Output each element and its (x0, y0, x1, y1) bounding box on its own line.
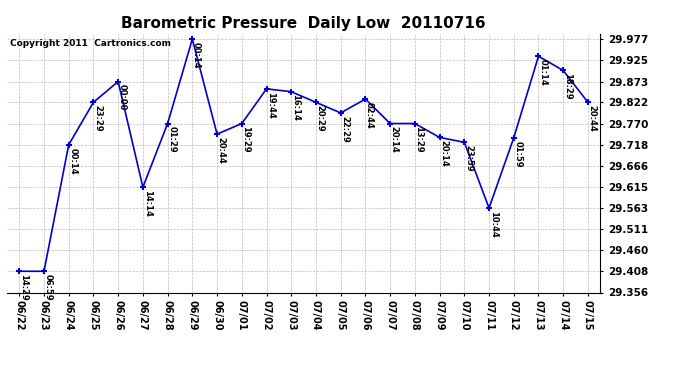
Text: 23:29: 23:29 (93, 105, 102, 132)
Text: 14:29: 14:29 (19, 274, 28, 301)
Text: 20:29: 20:29 (315, 105, 324, 132)
Text: 00:14: 00:14 (68, 147, 77, 174)
Text: 00:00: 00:00 (118, 84, 127, 111)
Text: 00:14: 00:14 (192, 42, 201, 69)
Text: 19:29: 19:29 (241, 126, 250, 153)
Text: 19:44: 19:44 (266, 92, 275, 118)
Text: 20:14: 20:14 (390, 126, 399, 153)
Text: 10:44: 10:44 (489, 211, 497, 237)
Text: 20:44: 20:44 (588, 105, 597, 132)
Title: Barometric Pressure  Daily Low  20110716: Barometric Pressure Daily Low 20110716 (121, 16, 486, 31)
Text: 20:44: 20:44 (217, 137, 226, 164)
Text: 14:14: 14:14 (143, 190, 152, 217)
Text: 23:59: 23:59 (464, 145, 473, 172)
Text: 06:59: 06:59 (43, 274, 52, 301)
Text: 16:14: 16:14 (291, 94, 300, 122)
Text: 18:29: 18:29 (563, 73, 572, 100)
Text: 20:14: 20:14 (440, 140, 449, 167)
Text: 02:44: 02:44 (365, 102, 374, 129)
Text: 01:59: 01:59 (513, 141, 522, 167)
Text: 01:29: 01:29 (167, 126, 176, 153)
Text: 13:29: 13:29 (415, 126, 424, 153)
Text: 01:14: 01:14 (538, 59, 547, 86)
Text: Copyright 2011  Cartronics.com: Copyright 2011 Cartronics.com (10, 39, 171, 48)
Text: 22:29: 22:29 (340, 116, 349, 142)
